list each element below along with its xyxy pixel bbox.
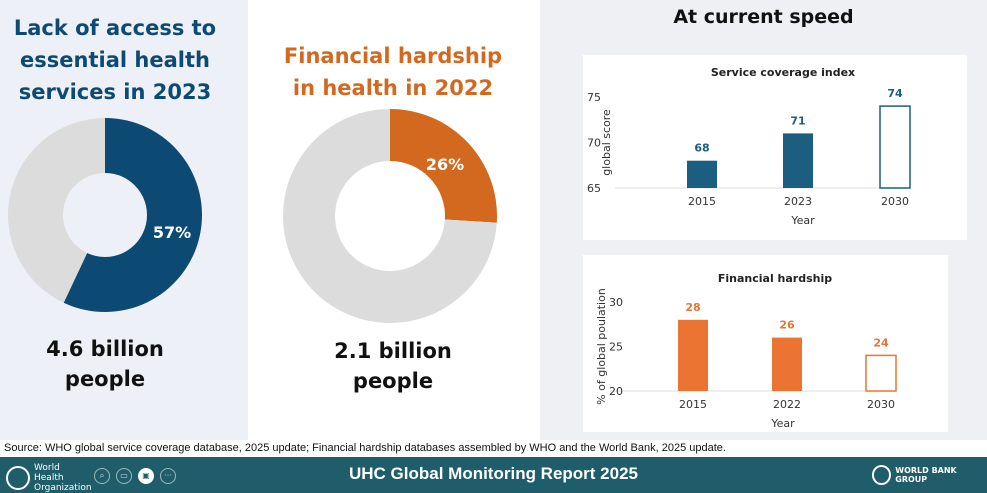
chart-title: Service coverage index: [711, 66, 855, 79]
who-logo-text: World Health Organization: [34, 463, 92, 493]
access-title: Lack of access to essential health servi…: [0, 12, 230, 108]
x-axis-label: Year: [790, 214, 815, 227]
y-axis-label: global score: [600, 109, 613, 176]
data-label: 68: [694, 142, 709, 155]
y-tick-label: 70: [587, 137, 601, 150]
x-axis-label: Year: [770, 417, 795, 430]
data-label: 26: [779, 319, 795, 332]
video-icon[interactable]: ▣: [138, 468, 154, 484]
stat-line: people: [352, 369, 434, 393]
who-logo: World Health Organization: [6, 463, 92, 493]
projection-title: At current speed: [673, 6, 854, 28]
stat-line: people: [64, 367, 146, 391]
bar: [678, 319, 708, 391]
donut-slice: [8, 118, 105, 303]
hardship-bar-chart: Financial hardship 20 25 30 28 2015 26 2022 24 20…: [595, 272, 897, 430]
donut-slice: [63, 118, 203, 312]
bar: [772, 337, 802, 391]
title-line: Financial hardship: [283, 44, 503, 68]
who-emblem-icon: [6, 466, 30, 490]
data-label: 71: [790, 114, 805, 127]
bar: [865, 354, 897, 392]
world-bank-logo: WORLD BANK GROUP: [872, 465, 987, 485]
hardship-chart-card: Financial hardship 20 25 30 28 2015 26 2022 24 20…: [583, 255, 948, 432]
projection-panel: At current speed Service coverage index 6…: [540, 0, 987, 440]
data-label: 24: [873, 336, 889, 349]
x-tick-label: 2023: [784, 195, 812, 208]
title-line: in health in 2022: [292, 76, 494, 100]
presentation-toolbar: ⌕ ▭ ▣ ···: [94, 468, 176, 484]
footer-bar: World Health Organization ⌕ ▭ ▣ ··· UHC …: [0, 457, 987, 493]
y-tick-label: 65: [587, 182, 601, 195]
y-tick-label: 30: [609, 296, 623, 309]
hardship-title: Financial hardship in health in 2022: [248, 40, 538, 104]
x-tick-label: 2015: [679, 398, 707, 411]
y-tick-label: 25: [609, 341, 623, 354]
hardship-stat: 2.1 billion people: [248, 336, 538, 396]
hardship-donut-chart: 26%: [283, 109, 497, 323]
hardship-panel: Financial hardship in health in 2022 26%…: [248, 0, 540, 440]
access-stat: 4.6 billion people: [0, 334, 210, 394]
stat-line: 2.1 billion: [334, 339, 452, 363]
world-bank-globe-icon: [872, 465, 892, 485]
world-bank-logo-text: WORLD BANK GROUP: [895, 466, 957, 484]
title-line: essential health: [20, 48, 210, 72]
chart-title: Financial hardship: [718, 272, 832, 285]
x-tick-label: 2030: [881, 195, 909, 208]
title-line: Lack of access to: [13, 16, 217, 40]
donut-slice: [390, 109, 497, 223]
y-axis-label: % of global poulation: [595, 288, 608, 405]
y-tick-label: 75: [587, 91, 601, 104]
subtitles-icon[interactable]: ▭: [116, 468, 132, 484]
donut-label: 26%: [426, 155, 464, 174]
x-tick-label: 2030: [867, 398, 895, 411]
stat-line: 4.6 billion: [46, 337, 164, 361]
donut-label: 57%: [153, 223, 191, 242]
coverage-chart-card: Service coverage index 65 70 75 68 2015 71 2023…: [583, 55, 967, 240]
more-icon[interactable]: ···: [160, 468, 176, 484]
access-donut-chart: 57%: [8, 118, 203, 312]
bar: [783, 133, 813, 188]
bar: [879, 105, 911, 189]
source-note: Source: WHO global service coverage data…: [4, 442, 726, 454]
x-tick-label: 2022: [773, 398, 801, 411]
x-tick-label: 2015: [688, 195, 716, 208]
data-label: 74: [887, 87, 903, 100]
search-icon[interactable]: ⌕: [94, 468, 110, 484]
title-line: services in 2023: [18, 80, 212, 104]
access-panel: Lack of access to essential health servi…: [0, 0, 248, 440]
y-tick-label: 20: [609, 385, 623, 398]
bar: [687, 160, 717, 188]
data-label: 28: [685, 301, 700, 314]
donut-slice: [283, 109, 497, 323]
coverage-bar-chart: Service coverage index 65 70 75 68 2015 71 2023…: [587, 66, 911, 227]
footer-title: UHC Global Monitoring Report 2025: [348, 464, 639, 483]
